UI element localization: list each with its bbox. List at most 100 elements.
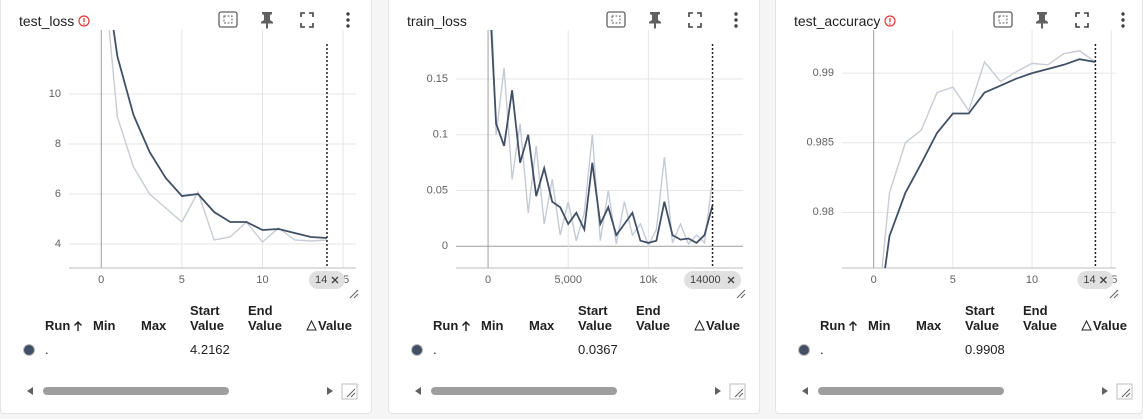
column-header[interactable]: Start Value (578, 303, 628, 333)
y-tick-label: 0.99 (813, 67, 834, 79)
start-value: 0.0367 (578, 342, 618, 357)
series-line (881, 50, 1096, 268)
column-header-text: Max (916, 318, 942, 333)
scalar-card: train_loss 0 0.05 0.1 0.15 0 5,000 10k 14000 Run M… (388, 0, 760, 414)
info-circle (78, 15, 90, 27)
menu-dot[interactable] (1121, 12, 1125, 16)
info-icon (78, 15, 90, 27)
menu-dot[interactable] (346, 12, 350, 16)
resize-handle[interactable] (349, 289, 359, 299)
column-header[interactable]: End Value (636, 303, 686, 333)
pin-icon[interactable] (261, 12, 273, 29)
column-header-text: Run (433, 318, 459, 333)
fullscreen-icon[interactable] (688, 12, 702, 28)
close-x[interactable] (331, 276, 339, 284)
column-header[interactable]: Value (306, 303, 356, 333)
fit-domain-icon[interactable] (993, 11, 1013, 28)
column-header[interactable]: Run (45, 303, 95, 333)
run-color (23, 344, 35, 356)
fullscreen-icon[interactable] (300, 12, 314, 28)
column-header[interactable]: Min (481, 303, 531, 333)
pin-icon[interactable] (1036, 12, 1048, 29)
scroll-thumb[interactable] (818, 387, 1004, 395)
column-header[interactable]: Value (1081, 303, 1131, 333)
scroll-thumb[interactable] (431, 387, 617, 395)
x-tick-label: 10k (640, 274, 658, 286)
column-header-text: Min (481, 318, 504, 333)
column-header[interactable]: Run (820, 303, 870, 333)
column-header[interactable]: Min (868, 303, 918, 333)
column-header[interactable]: Max (529, 303, 579, 333)
menu-dot[interactable] (346, 24, 350, 28)
menu-dot[interactable] (1121, 24, 1125, 28)
menu-dot[interactable] (734, 18, 738, 22)
corner-grip (346, 388, 356, 398)
close-x[interactable] (727, 276, 735, 284)
step-label: 14000 (690, 274, 721, 286)
scroll-right[interactable] (715, 387, 721, 395)
card-title: test_accuracy (794, 13, 896, 29)
info-dot (889, 23, 892, 25)
fit-domain-icon[interactable] (606, 11, 626, 28)
scroll-left[interactable] (802, 387, 808, 395)
x-tick-label: 0 (98, 274, 104, 286)
column-header[interactable]: Max (141, 303, 191, 333)
resize-handle[interactable] (1109, 289, 1119, 299)
resize-handle[interactable] (736, 289, 746, 299)
arrow (849, 321, 858, 331)
card-title: test_loss (19, 13, 90, 29)
series-line (491, 30, 714, 247)
column-header-text: End Value (248, 303, 282, 333)
y-tick-label: 0.985 (806, 137, 834, 149)
scroll-right[interactable] (327, 387, 333, 395)
y-tick-label: 0 (442, 240, 448, 252)
scroll-thumb[interactable] (43, 387, 229, 395)
column-header-text: Run (820, 318, 846, 333)
corner-box (1116, 383, 1133, 400)
card-title-text: test_loss (19, 13, 75, 29)
sort-arrow (74, 321, 83, 331)
fit-domain-icon[interactable] (218, 11, 238, 28)
info-circle (884, 15, 896, 27)
series-line (108, 30, 328, 244)
column-header[interactable]: Start Value (965, 303, 1015, 333)
scroll-left[interactable] (27, 387, 33, 395)
column-header[interactable]: End Value (1023, 303, 1073, 333)
column-header-text: End Value (636, 303, 670, 333)
step-pill[interactable] (684, 271, 742, 289)
menu-dot[interactable] (346, 18, 350, 22)
step-pill[interactable] (308, 271, 345, 289)
delta-icon (306, 320, 317, 331)
delta-icon (694, 320, 705, 331)
scroll-left[interactable] (415, 387, 421, 395)
close-x[interactable] (1099, 276, 1107, 284)
y-tick-label: 0.05 (427, 184, 448, 196)
fit-domain-inner (998, 15, 1008, 24)
column-header[interactable]: Start Value (190, 303, 240, 333)
start-value: 0.9908 (965, 342, 1005, 357)
column-header[interactable]: Value (694, 303, 744, 333)
column-header[interactable]: Run (433, 303, 483, 333)
menu-dot[interactable] (734, 24, 738, 28)
step-label: 14 (1083, 274, 1095, 286)
fit-domain-inner (611, 15, 621, 24)
info-icon (884, 15, 896, 27)
column-header[interactable]: End Value (248, 303, 298, 333)
delta (694, 320, 705, 331)
column-header[interactable]: Max (916, 303, 966, 333)
column-header-text: Start Value (965, 303, 999, 333)
step-pill[interactable] (1077, 271, 1114, 289)
run-name: . (820, 342, 824, 357)
y-tick-label: 6 (55, 188, 61, 200)
menu-dot[interactable] (1121, 18, 1125, 22)
column-header[interactable]: Min (93, 303, 143, 333)
y-tick-label: 8 (55, 138, 61, 150)
menu-dot[interactable] (734, 12, 738, 16)
start-value: 4.2162 (190, 342, 230, 357)
pin-icon[interactable] (649, 12, 661, 29)
y-tick-label: 0.1 (433, 129, 448, 141)
column-header-text: Min (868, 318, 891, 333)
fullscreen-icon[interactable] (1075, 12, 1089, 28)
scroll-right[interactable] (1102, 387, 1108, 395)
